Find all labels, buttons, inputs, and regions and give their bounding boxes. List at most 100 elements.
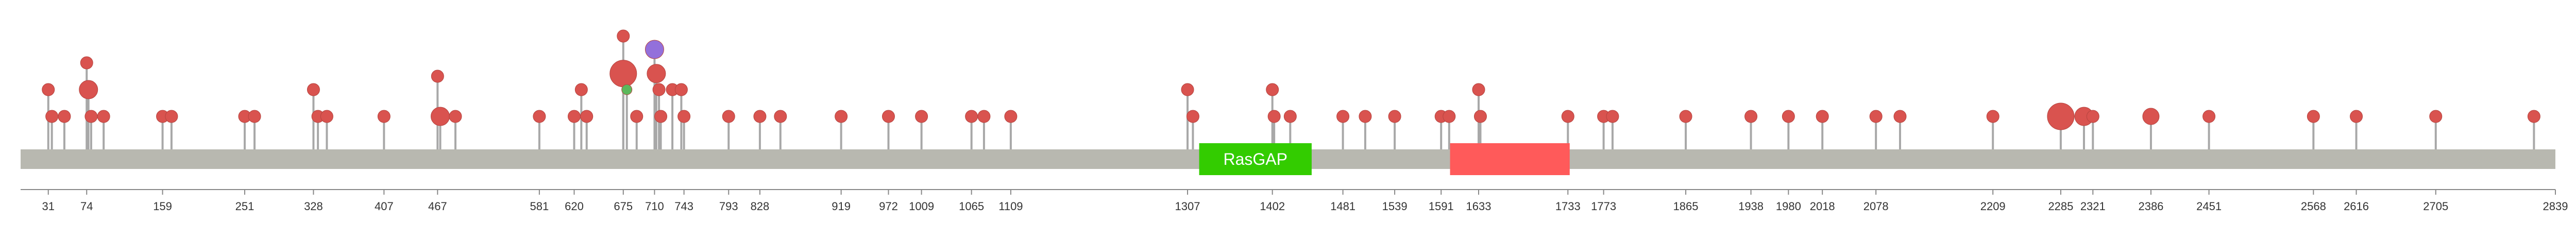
mutation-marker[interactable] — [567, 110, 581, 123]
mutation-marker[interactable] — [2086, 110, 2099, 123]
mutation-marker[interactable] — [2047, 103, 2075, 130]
x-tick-label: 2285 — [2048, 200, 2073, 213]
x-tick-label: 2568 — [2301, 200, 2326, 213]
mutation-marker[interactable] — [1561, 110, 1574, 123]
mutation-marker[interactable] — [1744, 110, 1758, 123]
mutation-marker[interactable] — [533, 110, 546, 123]
mutation-marker[interactable] — [621, 84, 633, 95]
mutation-marker[interactable] — [580, 110, 594, 123]
mutation-marker[interactable] — [1181, 83, 1194, 96]
mutation-marker[interactable] — [915, 110, 928, 123]
x-tick-label: 467 — [428, 200, 447, 213]
x-tick-label: 251 — [235, 200, 255, 213]
mutation-marker[interactable] — [965, 110, 978, 123]
mutation-marker[interactable] — [1186, 110, 1199, 123]
mutation-marker[interactable] — [674, 83, 688, 96]
x-tick-label: 2386 — [2138, 200, 2163, 213]
mutation-marker[interactable] — [630, 110, 643, 123]
domain-region-1[interactable] — [1450, 143, 1570, 175]
mutation-marker[interactable] — [1388, 110, 1401, 123]
x-tick-label: 1065 — [959, 200, 984, 213]
mutation-marker[interactable] — [882, 110, 895, 123]
mutation-marker[interactable] — [431, 70, 444, 83]
mutation-marker[interactable] — [609, 60, 637, 88]
mutation-marker[interactable] — [1816, 110, 1829, 123]
mutation-marker[interactable] — [165, 110, 178, 123]
mutation-marker[interactable] — [1986, 110, 1999, 123]
mutation-marker[interactable] — [2429, 110, 2443, 123]
mutation-marker[interactable] — [79, 80, 98, 99]
x-tick-label: 2839 — [2543, 200, 2568, 213]
x-tick-label: 2018 — [1810, 200, 1835, 213]
mutation-marker[interactable] — [753, 110, 767, 123]
x-tick-label: 919 — [832, 200, 851, 213]
mutation-marker[interactable] — [1782, 110, 1795, 123]
mutation-marker[interactable] — [307, 83, 320, 96]
x-tick-label: 1481 — [1330, 200, 1355, 213]
mutation-marker[interactable] — [1473, 110, 1487, 123]
mutation-marker[interactable] — [1869, 110, 1883, 123]
x-tick-label: 1773 — [1591, 200, 1616, 213]
x-tick-label: 675 — [614, 200, 633, 213]
mutation-marker[interactable] — [1472, 83, 1485, 96]
mutation-marker[interactable] — [677, 110, 691, 123]
mutation-marker[interactable] — [1266, 83, 1279, 96]
x-tick-label: 159 — [153, 200, 172, 213]
mutation-marker[interactable] — [722, 110, 735, 123]
mutation-marker[interactable] — [835, 110, 848, 123]
mutation-marker[interactable] — [248, 110, 261, 123]
mutation-marker[interactable] — [977, 110, 991, 123]
x-tick-label: 1733 — [1555, 200, 1581, 213]
mutation-marker[interactable] — [2142, 108, 2160, 125]
mutation-marker[interactable] — [1893, 110, 1907, 123]
mutation-marker[interactable] — [431, 107, 450, 126]
x-tick-label: 1402 — [1260, 200, 1285, 213]
mutation-marker[interactable] — [2202, 110, 2216, 123]
x-tick-label: 743 — [674, 200, 693, 213]
mutation-marker[interactable] — [774, 110, 787, 123]
mutation-marker[interactable] — [1359, 110, 1372, 123]
mutation-marker[interactable] — [97, 110, 110, 123]
mutation-marker[interactable] — [617, 29, 630, 43]
mutation-marker[interactable] — [449, 110, 462, 123]
mutation-marker[interactable] — [2527, 110, 2540, 123]
mutation-marker[interactable] — [1606, 110, 1619, 123]
mutation-marker[interactable] — [2307, 110, 2320, 123]
x-tick-label: 328 — [304, 200, 323, 213]
x-tick-label: 620 — [565, 200, 584, 213]
x-tick-label: 972 — [879, 200, 898, 213]
x-tick-label: 2616 — [2344, 200, 2369, 213]
mutation-marker[interactable] — [647, 64, 666, 83]
mutation-marker[interactable] — [652, 83, 666, 96]
mutation-marker[interactable] — [45, 110, 59, 123]
x-tick-label: 581 — [530, 200, 549, 213]
x-tick-label: 1539 — [1382, 200, 1408, 213]
mutation-marker[interactable] — [2350, 110, 2363, 123]
x-tick-label: 710 — [645, 200, 664, 213]
mutation-marker[interactable] — [645, 40, 664, 59]
mutation-marker[interactable] — [1443, 110, 1456, 123]
x-tick-label: 74 — [80, 200, 93, 213]
mutation-marker[interactable] — [1336, 110, 1350, 123]
x-tick-label: 2705 — [2423, 200, 2448, 213]
mutation-marker[interactable] — [84, 110, 98, 123]
mutation-marker[interactable] — [574, 83, 588, 96]
mutation-marker[interactable] — [1267, 110, 1281, 123]
mutation-marker[interactable] — [320, 110, 333, 123]
mutation-marker[interactable] — [80, 56, 93, 70]
x-tick-label: 1980 — [1776, 200, 1801, 213]
x-tick-label: 2078 — [1863, 200, 1889, 213]
domain-rasgap[interactable] — [1199, 143, 1312, 175]
x-tick-label: 407 — [375, 200, 394, 213]
x-tick-label: 793 — [719, 200, 738, 213]
domain-label-rasgap: RasGAP — [1224, 150, 1287, 168]
x-tick-label: 2321 — [2080, 200, 2106, 213]
mutation-marker[interactable] — [377, 110, 391, 123]
mutation-marker[interactable] — [58, 110, 71, 123]
mutation-marker[interactable] — [42, 83, 55, 96]
mutation-marker[interactable] — [654, 110, 668, 123]
mutation-marker[interactable] — [1283, 110, 1297, 123]
mutation-marker[interactable] — [1004, 110, 1018, 123]
x-axis-ticks: 31 74 159 251 328 407 467 581 620 675 710 743 793 828… — [42, 190, 2568, 213]
mutation-marker[interactable] — [1679, 110, 1692, 123]
